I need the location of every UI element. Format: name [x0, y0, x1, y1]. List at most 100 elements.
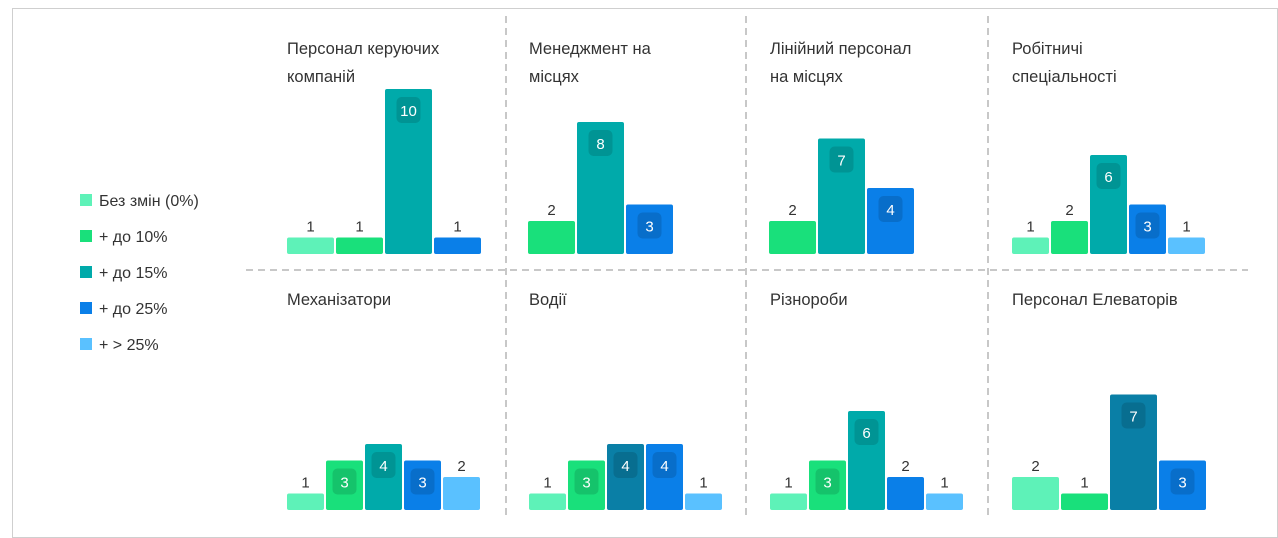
value-label-badge	[815, 468, 840, 495]
bar	[1061, 493, 1108, 510]
value-label: 3	[582, 475, 590, 492]
bar	[529, 493, 566, 510]
bar	[404, 460, 441, 510]
legend-label: + до 25%	[99, 301, 168, 318]
value-label: 2	[1065, 202, 1073, 219]
value-label: 2	[788, 202, 796, 219]
legend-label: Без змін (0%)	[99, 193, 199, 210]
legend-swatch	[80, 266, 92, 278]
value-label: 1	[306, 219, 314, 236]
legend-swatch	[80, 230, 92, 242]
panel-title: Водії	[529, 291, 567, 309]
value-label-badge	[396, 97, 421, 123]
value-label-badge	[588, 130, 613, 156]
panel-title: місцях	[529, 68, 580, 86]
panel-title: компаній	[287, 68, 355, 86]
bar	[626, 204, 673, 254]
value-label: 4	[621, 458, 629, 475]
bar	[385, 89, 432, 254]
value-label-badge	[829, 146, 854, 173]
chart-panel: Менеджмент на місцях 2 8 3	[528, 40, 673, 254]
value-label: 8	[596, 136, 604, 153]
bar	[867, 188, 914, 254]
value-label: 1	[940, 475, 948, 492]
bar	[685, 493, 722, 510]
value-label-badge	[410, 468, 435, 495]
value-label: 4	[886, 202, 894, 219]
bar	[434, 237, 481, 254]
panel-title: Персонал Елеваторів	[1012, 291, 1178, 309]
value-label: 2	[547, 202, 555, 219]
value-label: 10	[400, 103, 417, 120]
panel-dividers	[246, 16, 1248, 518]
chart-panel: Різнороби 1 3 6 2 1	[770, 291, 963, 510]
value-label: 1	[453, 219, 461, 236]
bar	[287, 237, 334, 254]
value-label: 2	[1031, 458, 1039, 475]
legend-item: + > 25%	[80, 337, 159, 354]
value-label: 4	[660, 458, 668, 475]
panel-title: на місцях	[770, 68, 844, 86]
bar	[809, 460, 846, 510]
chart-panel: Водії 1 3 4 4 1	[529, 291, 722, 510]
value-label: 3	[1178, 475, 1186, 492]
bar	[528, 221, 575, 254]
legend-item: Без змін (0%)	[80, 193, 199, 210]
legend-label: + > 25%	[99, 337, 159, 354]
value-label: 1	[699, 475, 707, 492]
value-label-badge	[1170, 468, 1195, 495]
legend-item: + до 25%	[80, 301, 168, 318]
value-label: 3	[418, 475, 426, 492]
bar	[568, 460, 605, 510]
bar	[769, 221, 816, 254]
value-label: 2	[457, 458, 465, 475]
legend: Без змін (0%) + до 10% + до 15% + до 25% + >…	[80, 193, 199, 354]
panel-title: Різнороби	[770, 291, 848, 309]
bar	[770, 493, 807, 510]
legend-label: + до 15%	[99, 265, 168, 282]
bar	[1012, 477, 1059, 510]
legend-label: + до 10%	[99, 229, 168, 246]
legend-swatch	[80, 194, 92, 206]
value-label: 3	[1143, 219, 1151, 236]
chart-panel: Лінійний персонал на місцях 2 7 4	[769, 40, 914, 254]
value-label-badge	[637, 212, 662, 239]
value-label: 1	[784, 475, 792, 492]
value-label-badge	[878, 196, 903, 222]
value-label: 3	[823, 475, 831, 492]
value-label-badge	[371, 452, 396, 478]
bar	[818, 138, 865, 254]
value-label: 1	[543, 475, 551, 492]
bar	[336, 237, 383, 254]
value-label: 6	[1104, 169, 1112, 186]
bar	[1051, 221, 1088, 254]
value-label-badge	[1135, 212, 1160, 239]
value-label: 1	[1182, 219, 1190, 236]
bar	[1159, 460, 1206, 510]
chart-panel: Персонал керуючих компаній 1 1 10 1	[287, 40, 481, 254]
panel-title: спеціальності	[1012, 68, 1117, 86]
bar	[1168, 237, 1205, 254]
bar	[287, 493, 324, 510]
value-label-badge	[613, 452, 638, 478]
value-label-badge	[574, 468, 599, 495]
value-label: 3	[340, 475, 348, 492]
chart-panel: Механізатори 1 3 4 3 2	[287, 291, 480, 510]
value-label: 4	[379, 458, 387, 475]
value-label-badge	[332, 468, 357, 495]
bar	[1012, 237, 1049, 254]
panel-title: Лінійний персонал	[770, 40, 911, 58]
value-label: 7	[1129, 409, 1137, 426]
bar	[365, 444, 402, 510]
bar	[1110, 394, 1157, 510]
value-label-badge	[652, 452, 677, 478]
bar	[1129, 204, 1166, 254]
value-label: 1	[355, 219, 363, 236]
value-label: 7	[837, 153, 845, 170]
value-label: 3	[645, 219, 653, 236]
value-label: 1	[1026, 219, 1034, 236]
panel-title: Менеджмент на	[529, 40, 652, 58]
panel-title: Механізатори	[287, 291, 391, 309]
legend-item: + до 10%	[80, 229, 168, 246]
bar	[1090, 155, 1127, 254]
